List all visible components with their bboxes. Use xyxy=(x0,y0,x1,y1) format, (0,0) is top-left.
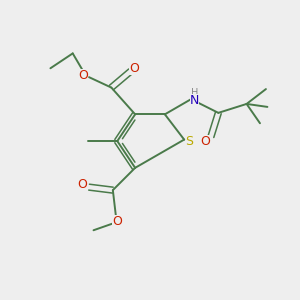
Text: O: O xyxy=(112,215,122,228)
Text: S: S xyxy=(185,136,194,148)
Text: O: O xyxy=(201,136,211,148)
Text: O: O xyxy=(78,178,88,191)
Text: N: N xyxy=(190,94,199,107)
Text: H: H xyxy=(191,88,198,98)
Text: O: O xyxy=(129,62,139,75)
Text: O: O xyxy=(78,69,88,82)
